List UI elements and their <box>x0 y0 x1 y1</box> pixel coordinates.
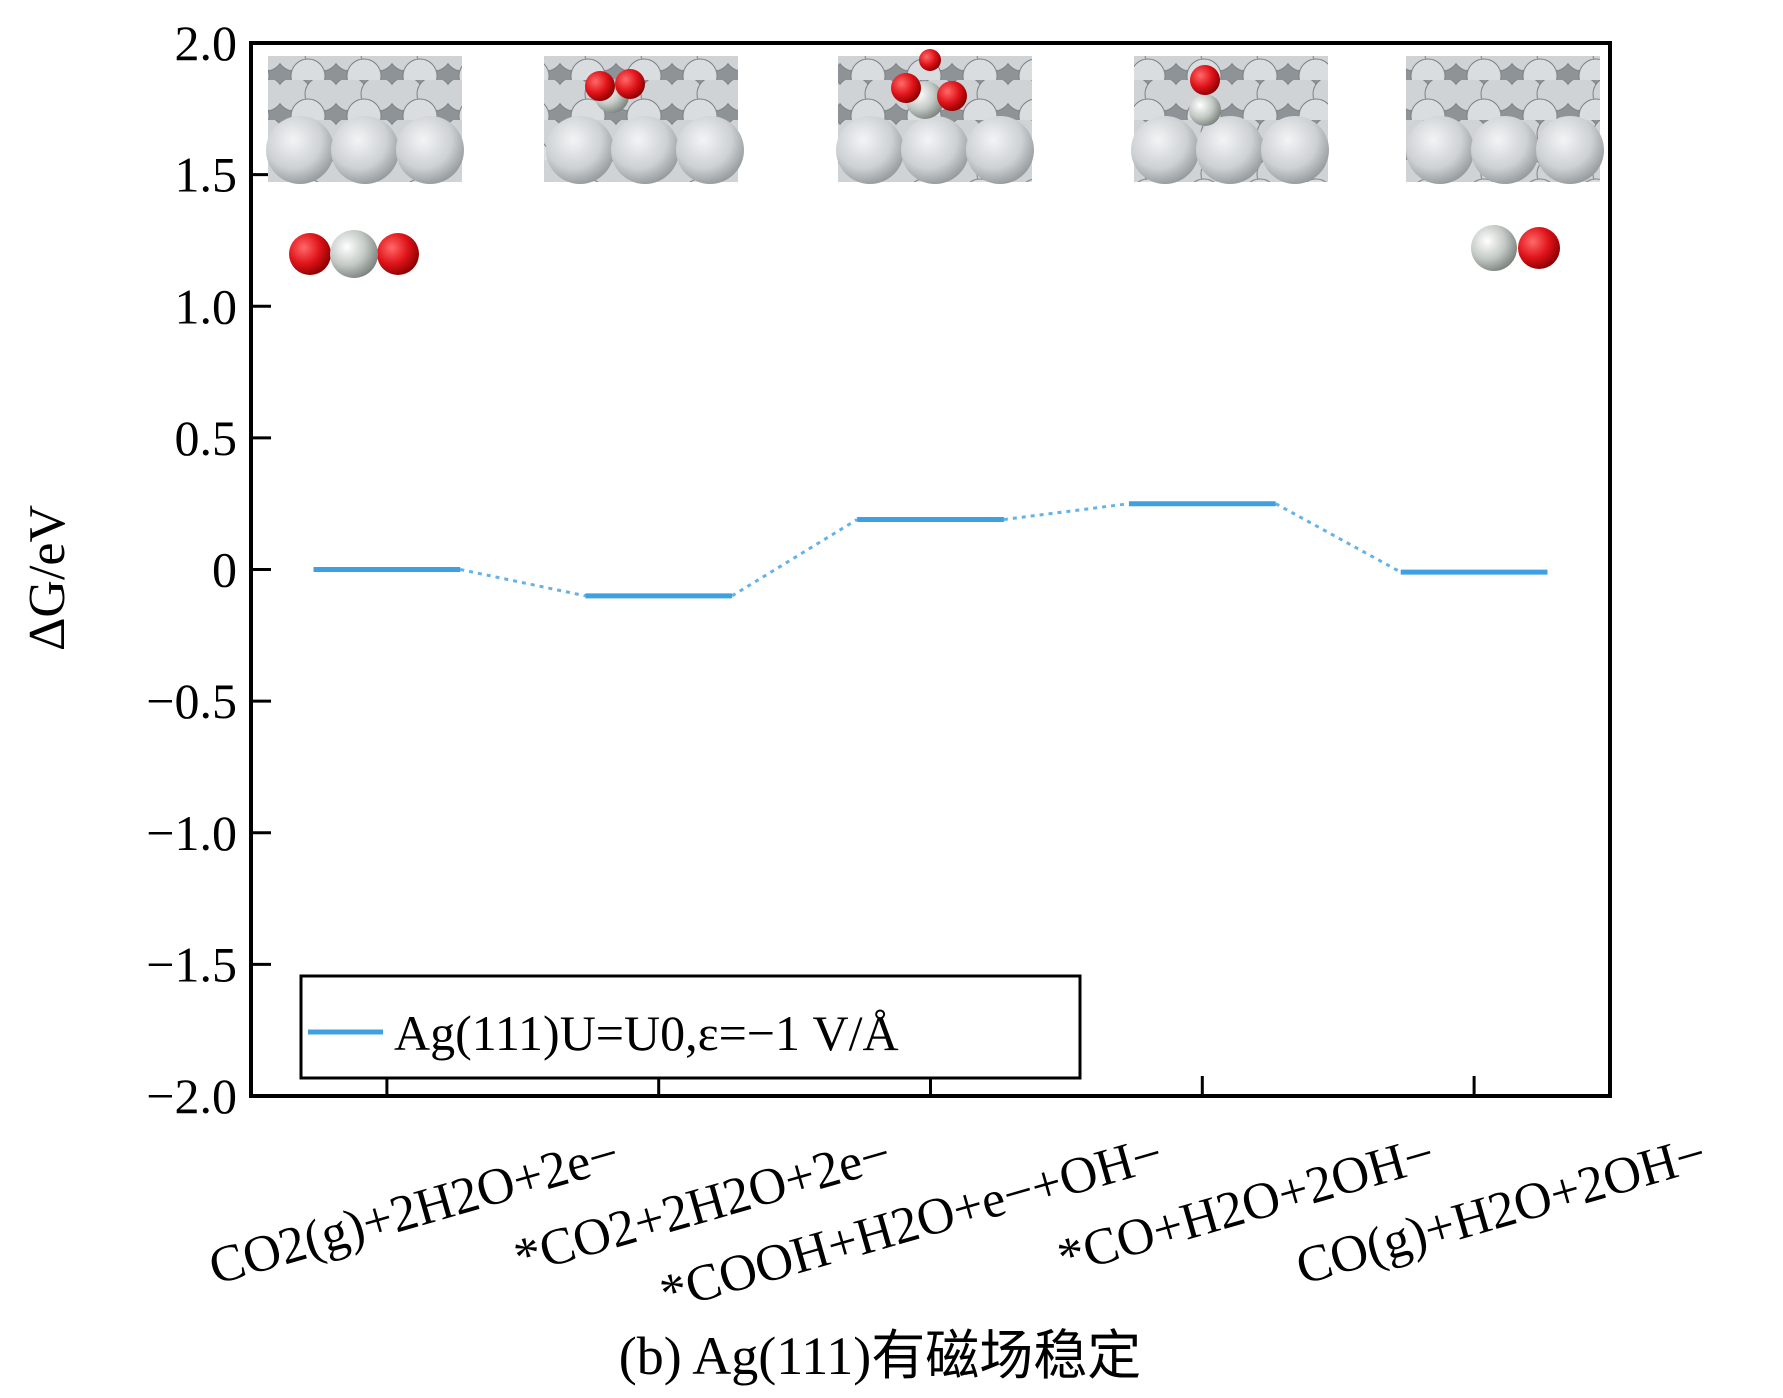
level-connector <box>1274 502 1402 574</box>
y-axis-label: ΔG/eV <box>19 505 76 651</box>
ag-slab-image <box>266 56 464 184</box>
legend-label: Ag(111)U=U0,ε=−1 V/Å <box>394 1005 899 1061</box>
figure-caption: (b) Ag(111)有磁场稳定 <box>619 1326 1141 1386</box>
y-tick-label: 1.5 <box>175 147 238 203</box>
co2-molecule-image <box>289 230 419 278</box>
y-tick-label: 1.0 <box>175 278 238 334</box>
y-tick-label: −1.0 <box>146 805 237 861</box>
legend-box <box>299 974 1082 1080</box>
ag-slab-cooh-image <box>836 49 1034 184</box>
y-tick-label: 0.5 <box>175 410 238 466</box>
legend: Ag(111)U=U0,ε=−1 V/Å <box>299 974 1082 1080</box>
level-connector <box>731 518 858 598</box>
y-tick-label: 2.0 <box>175 15 238 71</box>
ag-slab-co2-image <box>544 56 744 184</box>
ag-slab-co-image <box>1131 56 1329 184</box>
y-axis: 2.0 1.5 1.0 0.5 0 −0.5 −1.0 −1.5 −2.0 <box>146 15 271 1124</box>
y-tick-label: 0 <box>212 542 237 598</box>
level-connector <box>459 568 586 598</box>
x-axis: CO2(g)+2H2O+2e−*CO2+2H2O+2e−*COOH+H2O+e−… <box>203 1076 1712 1323</box>
energy-levels <box>313 501 1548 599</box>
level-connector <box>1003 502 1130 521</box>
structure-insets <box>266 49 1604 278</box>
co-molecule-image <box>1471 225 1560 271</box>
y-tick-label: −2.0 <box>146 1068 237 1124</box>
y-tick-label: −1.5 <box>146 936 237 992</box>
ag-slab-image <box>1406 56 1604 184</box>
y-tick-label: −0.5 <box>146 673 237 729</box>
